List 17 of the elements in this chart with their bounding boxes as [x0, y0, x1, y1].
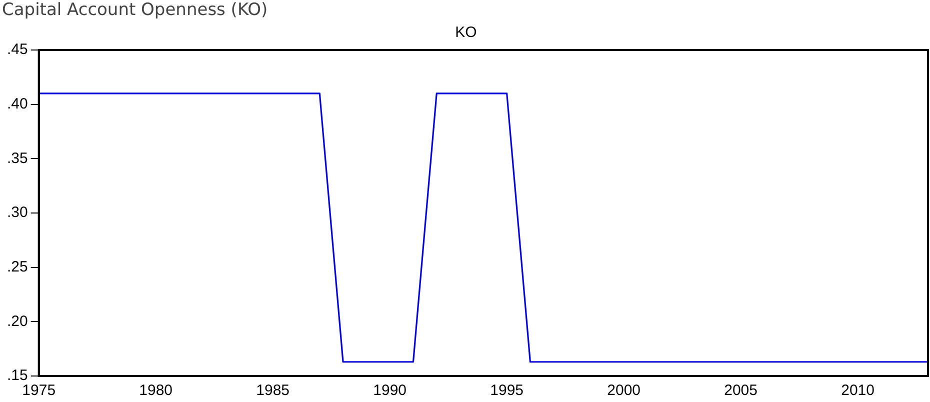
y-tick-label: .15: [6, 367, 28, 384]
x-tick-label: 2010: [841, 382, 874, 400]
x-tick-label: 1995: [490, 382, 524, 400]
x-tick-label: 2005: [724, 382, 758, 400]
y-tick-label: .35: [6, 150, 28, 167]
x-tick-label: 1985: [256, 382, 290, 400]
y-tick-label: .30: [6, 204, 28, 222]
chart-title: Capital Account Openness (KO): [1, 0, 269, 22]
y-tick-label: .40: [6, 95, 28, 112]
x-tick-label: 1975: [22, 382, 56, 400]
x-tick-label: 1990: [373, 382, 407, 400]
y-tick-label: .20: [6, 312, 28, 330]
x-tick-label: 2000: [607, 382, 641, 400]
chart-subtitle: KO: [455, 24, 477, 42]
y-tick-label: .45: [6, 41, 28, 58]
y-tick-label: .25: [6, 258, 28, 276]
x-tick-label: 1980: [139, 382, 173, 400]
